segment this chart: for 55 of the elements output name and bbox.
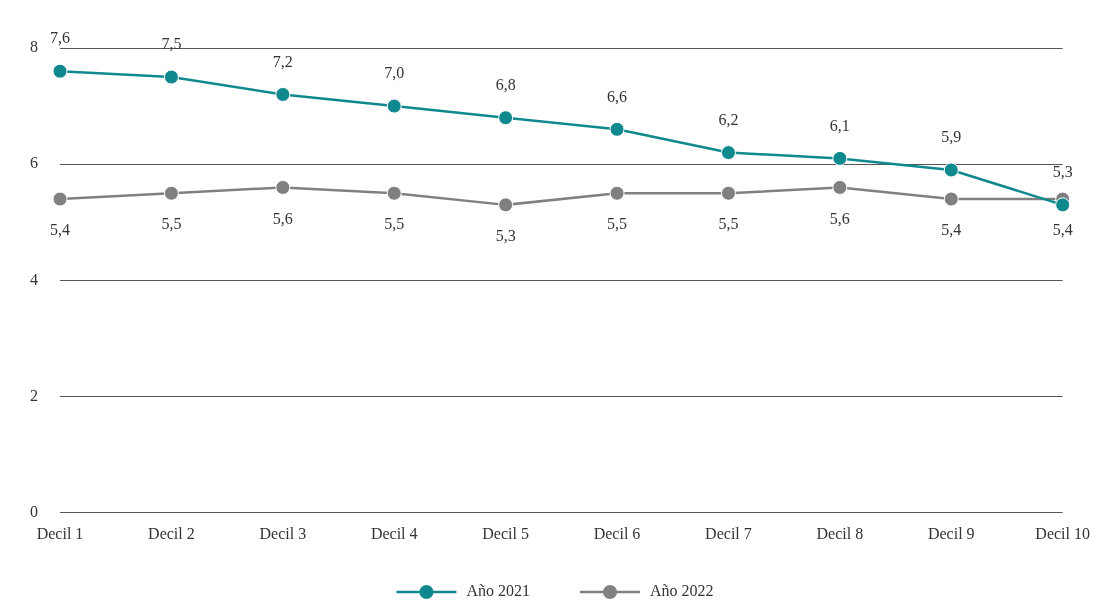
data-label: 6,6 [607,87,628,105]
x-tick-label: Decil 3 [259,524,307,542]
data-label: 5,5 [161,215,182,233]
x-tick-label: Decil 10 [1035,524,1090,542]
point [832,179,848,195]
point [386,185,402,201]
data-label: 5,6 [272,209,293,227]
data-label: 5,4 [1052,221,1073,239]
point [498,110,514,126]
y-tick-label: 4 [30,270,38,288]
data-label: 5,3 [495,227,516,245]
data-label: 5,5 [607,215,628,233]
point [943,191,959,207]
point [275,86,291,102]
point [52,63,68,79]
point [609,185,625,201]
point [163,69,179,85]
point [163,185,179,201]
data-label: 5,9 [941,128,962,146]
x-tick-label: Decil 6 [593,524,641,542]
x-tick-label: Decil 8 [816,524,864,542]
point [275,179,291,195]
x-tick-label: Decil 7 [705,524,752,542]
y-tick-label: 8 [30,38,38,56]
x-tick-label: Decil 5 [482,524,529,542]
point [498,197,514,213]
legend-label: Año 2022 [650,582,714,600]
x-tick-label: Decil 9 [927,524,975,542]
point [720,185,736,201]
point [386,98,402,114]
point [720,145,736,161]
data-label: 5,4 [50,221,70,239]
data-label: 5,4 [941,221,962,239]
y-tick-label: 2 [30,386,38,404]
x-tick-label: Decil 4 [370,524,418,542]
point [832,150,848,166]
data-label: 5,6 [829,209,850,227]
point [1055,197,1071,213]
data-label: 5,5 [718,215,739,233]
point [943,162,959,178]
data-label: 5,3 [1052,163,1073,181]
data-label: 7,6 [50,29,70,47]
point [52,191,68,207]
data-label: 5,5 [384,215,405,233]
data-label: 6,8 [495,75,516,93]
data-label: 7,2 [272,52,293,70]
data-label: 7,0 [384,64,405,82]
y-tick-label: 6 [30,154,38,172]
x-tick-label: Decil 1 [36,524,84,542]
x-tick-label: Decil 2 [148,524,195,542]
point [609,121,625,137]
data-label: 6,1 [829,116,850,134]
data-label: 6,2 [718,110,739,128]
y-tick-label: 0 [30,503,38,520]
legend-label: Año 2021 [466,582,531,600]
